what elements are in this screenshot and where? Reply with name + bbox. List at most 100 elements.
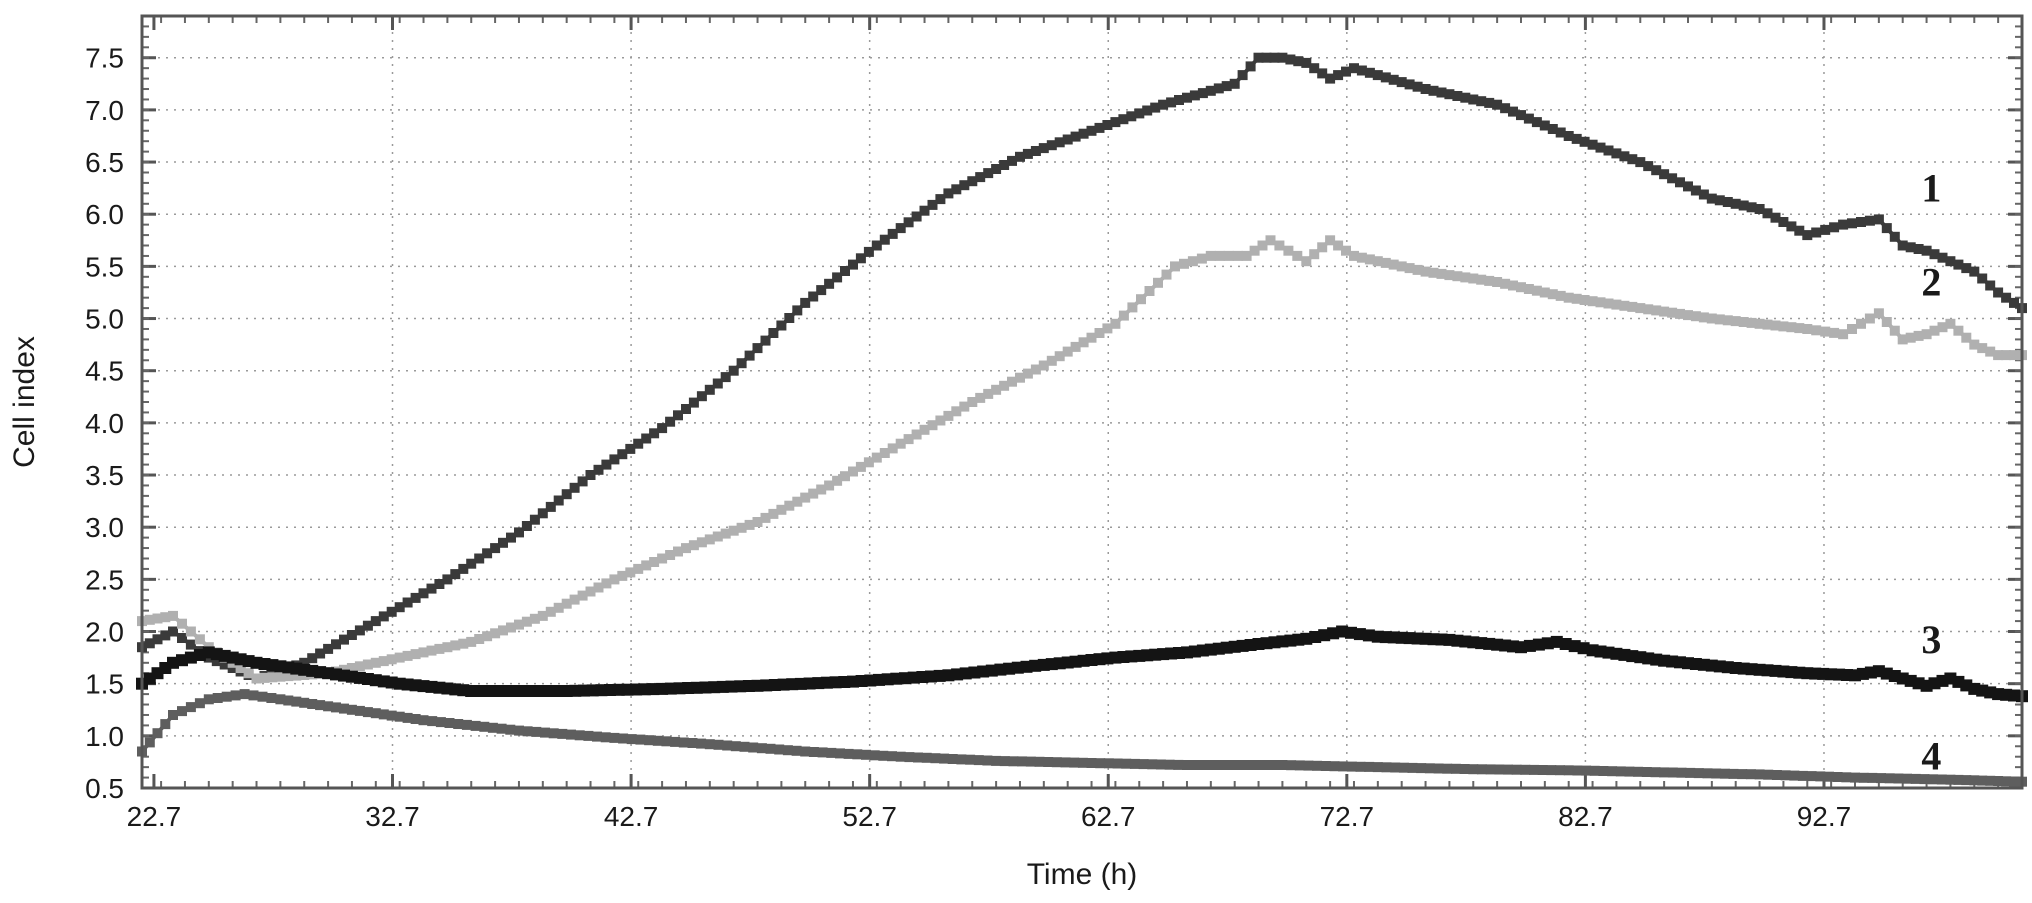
data-point: [1690, 185, 1701, 196]
data-point: [1635, 303, 1646, 314]
data-point: [784, 500, 795, 511]
data-point: [911, 429, 922, 440]
data-point: [548, 728, 559, 739]
data-point: [1702, 768, 1713, 779]
data-point: [1746, 317, 1757, 328]
data-point: [601, 578, 612, 589]
data-point: [378, 656, 389, 667]
data-point: [592, 731, 602, 742]
data-point: [1738, 317, 1749, 327]
data-point: [752, 343, 763, 354]
data-point: [498, 625, 508, 636]
data-point: [1802, 324, 1813, 334]
data-point: [1325, 73, 1336, 84]
data-point: [1476, 274, 1487, 285]
data-point: [1919, 774, 1930, 785]
data-point: [879, 234, 890, 245]
data-point: [644, 735, 655, 746]
data-point: [1675, 177, 1685, 188]
data-point: [1555, 765, 1565, 776]
data-point: [1054, 351, 1065, 362]
data-point: [1070, 341, 1081, 352]
data-point: [1953, 774, 1964, 785]
data-point: [633, 563, 644, 574]
data-point: [2001, 292, 2012, 303]
data-point: [776, 504, 787, 515]
data-point: [378, 709, 389, 720]
data-point: [973, 755, 984, 766]
data-point: [496, 723, 507, 734]
data-point: [1253, 52, 1264, 63]
data-point: [824, 278, 835, 289]
series-4: [137, 689, 2027, 787]
data-point: [160, 719, 171, 730]
data-point: [1523, 284, 1534, 294]
x-tick-label: 52.7: [842, 801, 897, 832]
data-point: [1364, 67, 1375, 78]
data-point: [1182, 760, 1192, 770]
data-point: [291, 696, 302, 707]
data-point: [1127, 302, 1138, 313]
data-point: [168, 710, 178, 720]
data-point: [760, 512, 771, 523]
data-point: [1356, 252, 1367, 263]
data-point: [930, 753, 941, 764]
data-point: [1017, 756, 1028, 767]
data-point: [1189, 90, 1200, 101]
data-point: [160, 630, 171, 641]
data-point: [625, 567, 636, 578]
data-point: [1587, 139, 1598, 150]
data-point: [1007, 376, 1017, 387]
y-tick-label: 0.5: [85, 773, 124, 804]
x-tick-label: 32.7: [365, 801, 420, 832]
data-point: [1643, 161, 1654, 172]
data-point: [275, 671, 286, 682]
data-point: [1213, 83, 1224, 94]
data-point: [1546, 765, 1557, 776]
data-point: [776, 320, 787, 331]
data-point: [887, 228, 898, 239]
data-point: [999, 160, 1010, 170]
data-point: [168, 626, 178, 637]
data-point: [1771, 770, 1782, 780]
data-point: [235, 663, 246, 673]
data-point: [1444, 270, 1455, 281]
data-point: [490, 543, 501, 554]
data-point: [1706, 193, 1717, 204]
data-point: [1794, 323, 1805, 334]
data-point: [569, 482, 580, 493]
data-point: [1077, 757, 1088, 768]
data-point: [1150, 102, 1161, 113]
data-point: [1245, 61, 1256, 72]
data-point: [1187, 256, 1198, 267]
data-point: [553, 495, 564, 506]
data-point: [1945, 774, 1956, 785]
data-point: [1142, 105, 1153, 116]
data-point: [1675, 308, 1685, 319]
data-point: [1611, 148, 1622, 159]
data-point: [362, 620, 373, 631]
data-point: [1317, 68, 1328, 79]
data-point: [144, 737, 155, 748]
data-point: [1460, 92, 1471, 103]
data-point: [1025, 756, 1036, 767]
data-point: [1476, 96, 1487, 107]
data-point: [1847, 218, 1857, 229]
data-point: [508, 685, 521, 697]
data-point: [1563, 292, 1574, 303]
data-point: [346, 663, 357, 673]
data-point: [657, 423, 668, 434]
data-point: [1737, 769, 1748, 780]
data-point: [1356, 65, 1367, 76]
data-point: [1503, 764, 1513, 775]
data-point: [1046, 140, 1057, 151]
data-point: [442, 574, 453, 585]
data-point: [626, 734, 637, 745]
data-point: [1693, 768, 1704, 779]
data-point: [1607, 766, 1618, 777]
data-point: [1537, 765, 1548, 775]
y-tick-labels: 0.5 1.0 1.5 2.0 2.5 3.0 3.5 4.0 4.5 5.0 5.5 6.0 6.5 7…: [85, 43, 124, 804]
data-point: [450, 569, 461, 580]
data-point: [1062, 346, 1073, 357]
data-point: [466, 558, 477, 569]
